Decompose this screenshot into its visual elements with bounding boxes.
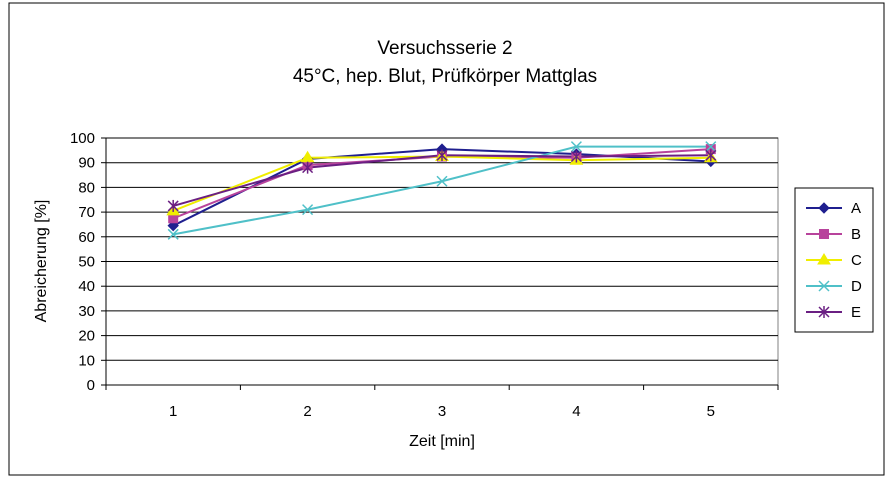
legend-label-a: A [851,200,861,217]
y-tick-labels: 0 10 20 30 40 50 60 70 80 90 100 [70,130,95,394]
y-tick-label: 60 [78,229,95,246]
data-point-e [705,149,717,162]
y-tick-label: 50 [78,254,95,271]
legend-marker-d [818,280,830,292]
legend-marker-a [818,202,830,214]
y-tick-label: 100 [70,130,95,147]
x-tick-label: 3 [438,403,446,420]
y-tick-label: 10 [78,352,95,369]
data-point-d [570,141,582,153]
x-tick-labels: 1 2 3 4 5 [169,403,715,420]
data-point-e [436,149,448,162]
legend-marker-b [819,229,829,239]
legend-label-d: D [851,278,862,295]
x-tick-label: 5 [707,403,715,420]
y-axis-title: Abreicherung [%] [33,200,50,323]
legend-label-b: B [851,226,861,243]
chart-subtitle: 45°C, hep. Blut, Prüfkörper Mattglas [293,66,597,87]
x-axis-title: Zeit [min] [409,433,475,450]
data-point-d [167,228,179,240]
data-point-e [570,150,582,163]
y-tick-label: 0 [87,377,95,394]
y-tick-label: 20 [78,328,95,345]
y-tick-label: 70 [78,204,95,221]
series-layer [166,141,718,240]
legend-marker-e [818,306,830,318]
legend-marker-c [817,253,831,265]
data-point-e [167,199,179,212]
legend-label-e: E [851,304,861,321]
gridlines [106,137,778,361]
axes [101,137,779,390]
y-tick-label: 30 [78,303,95,320]
y-tick-label: 80 [78,179,95,196]
x-tick-label: 1 [169,403,177,420]
data-point-d [302,204,314,216]
data-point-e [302,161,314,174]
data-point-d [436,175,448,187]
y-tick-label: 40 [78,278,95,295]
data-point-d [705,141,717,153]
chart-title: Versuchsserie 2 [377,38,512,59]
x-tick-label: 4 [572,403,580,420]
x-tick-label: 2 [303,403,311,420]
legend-label-c: C [851,252,862,269]
y-tick-label: 90 [78,155,95,172]
